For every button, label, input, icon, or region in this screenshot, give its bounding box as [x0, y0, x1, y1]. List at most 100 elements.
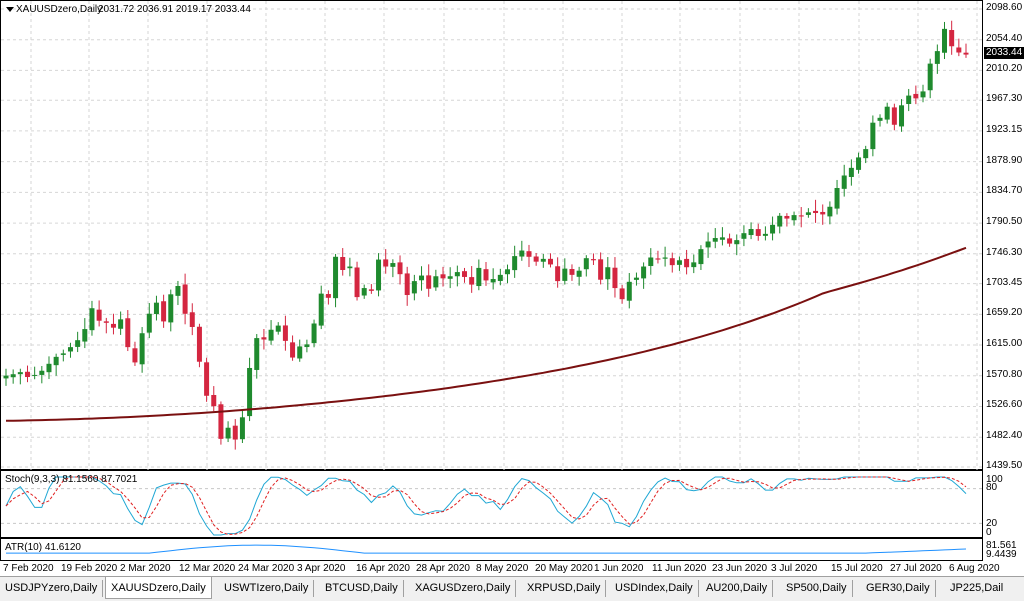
stoch-tick-80: 80 [986, 482, 998, 493]
candle-body [590, 259, 596, 261]
candle-body [261, 337, 267, 340]
candle-body [827, 206, 833, 217]
atr-line [6, 544, 967, 554]
candle-body [304, 344, 310, 348]
candle-body [483, 269, 489, 281]
candle-body [641, 266, 647, 279]
candle-body [877, 117, 883, 121]
candle-body [526, 251, 532, 257]
candle-body [569, 269, 575, 275]
candle-body [368, 289, 374, 291]
candle-body [798, 215, 804, 217]
candle-body [462, 271, 468, 277]
atr-svg [6, 544, 967, 554]
candle-body [46, 363, 52, 373]
date-tick-label: 28 Apr 2020 [416, 563, 470, 574]
candle-body [662, 257, 668, 259]
candle-body [612, 267, 618, 289]
candle-body [275, 325, 281, 332]
date-tick-label: 6 Aug 2020 [949, 563, 1000, 574]
tab-au200[interactable]: AU200,Daily [701, 580, 774, 597]
candle-body [239, 417, 245, 440]
price-tick-label: 1746.30 [986, 246, 1023, 258]
date-tick-label: 11 Jun 2020 [652, 563, 707, 574]
candle-body [132, 348, 138, 363]
candle-body [719, 237, 725, 240]
date-tick-label: 3 Apr 2020 [297, 563, 346, 574]
candle-body [605, 267, 611, 280]
tab-xrpusd[interactable]: XRPUSD,Daily [522, 580, 607, 597]
tab-usdjpyzero[interactable]: USDJPYzero,Daily [0, 580, 104, 597]
date-tick-label: 7 Feb 2020 [3, 563, 54, 574]
candle-body [476, 267, 482, 287]
stoch-panel[interactable]: Stoch(9,3,3) 81.1560 87.7021 [0, 470, 984, 538]
candle-body [354, 267, 360, 298]
price-tick-label: 1923.15 [986, 123, 1023, 135]
candle-body [347, 266, 353, 269]
date-tick-label: 2 Mar 2020 [120, 563, 171, 574]
tab-ger30[interactable]: GER30,Daily [861, 580, 936, 597]
candle-body [633, 277, 639, 280]
candle-body [899, 105, 905, 127]
candle-body [755, 229, 761, 236]
candle-body [913, 93, 919, 99]
date-tick-label: 12 Mar 2020 [179, 563, 236, 574]
candle-body [10, 374, 16, 378]
date-tick-label: 16 Apr 2020 [356, 563, 410, 574]
chart-title: XAUUSDzero,Daily [16, 4, 103, 15]
tab-usdindex[interactable]: USDIndex,Daily [610, 580, 699, 597]
candle-body [583, 258, 589, 270]
tab-xagusdzero[interactable]: XAGUSDzero,Daily [410, 580, 517, 597]
price-chart-panel[interactable]: XAUUSDzero,Daily 2031.72 2036.91 2019.17… [0, 0, 984, 471]
candle-body [182, 284, 188, 314]
price-tick-label: 2054.40 [986, 32, 1023, 44]
candle-body [290, 342, 296, 358]
candle-body [39, 370, 45, 375]
tab-jp225[interactable]: JP225,Dail [950, 582, 1004, 594]
candle-body [32, 374, 38, 376]
candle-body [770, 224, 776, 234]
candle-body [390, 263, 396, 267]
candle-body [626, 281, 632, 301]
atr-tick-low: 9.4439 [986, 549, 1017, 560]
price-tick-label: 1834.70 [986, 185, 1023, 197]
price-tick-label: 1790.50 [986, 216, 1023, 228]
candle-body [727, 238, 733, 244]
candle-body [619, 288, 625, 300]
candle-body [813, 210, 819, 214]
price-tick-label: 1570.80 [986, 368, 1023, 380]
candle-body [440, 274, 446, 279]
candle-body [504, 269, 510, 275]
candle-body [53, 356, 59, 366]
candle-body [805, 212, 811, 215]
stoch-tick-20: 20 [986, 518, 998, 529]
candle-body [540, 258, 546, 262]
candle-body [189, 312, 195, 327]
candle-body [949, 30, 955, 47]
chart-menu-triangle-icon[interactable] [6, 7, 14, 12]
tab-uswtizero[interactable]: USWTIzero,Daily [219, 580, 315, 597]
candle-body [146, 313, 152, 333]
candle-body [60, 353, 66, 355]
candle-body [225, 427, 231, 439]
tab-xauusdzero[interactable]: XAUUSDzero,Daily [105, 577, 212, 599]
current-price-tag [984, 47, 1024, 59]
ohlc-values: 2031.72 2036.91 2019.17 2033.44 [98, 4, 251, 15]
candle-body [848, 167, 854, 177]
candle-body [247, 367, 253, 417]
candle-body [383, 259, 389, 267]
price-tick-label: 1659.20 [986, 307, 1023, 319]
candle-body [67, 347, 73, 352]
tab-btcusd[interactable]: BTCUSD,Daily [320, 580, 404, 597]
candle-body [712, 238, 718, 242]
price-tick-label: 1615.00 [986, 338, 1023, 350]
price-tick-label: 1482.40 [986, 430, 1023, 442]
tab-sp500[interactable]: SP500,Daily [781, 580, 853, 597]
atr-panel[interactable]: ATR(10) 41.6120 [0, 538, 983, 561]
candle-body [655, 258, 661, 260]
candle-body [404, 273, 410, 296]
atr-label: ATR(10) 41.6120 [5, 542, 81, 553]
candle-body [376, 259, 382, 291]
candle-body [118, 319, 124, 329]
date-tick-label: 15 Jul 2020 [831, 563, 883, 574]
